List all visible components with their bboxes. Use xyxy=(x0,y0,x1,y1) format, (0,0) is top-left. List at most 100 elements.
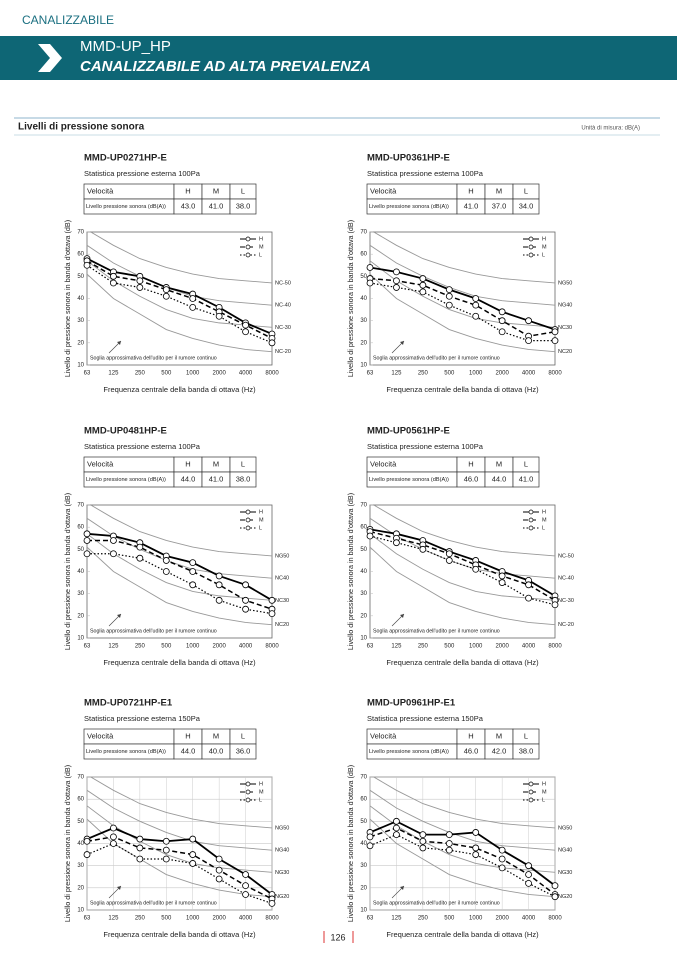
table-cell xyxy=(512,743,540,760)
table-header: L xyxy=(524,186,528,195)
x-axis-label: Frequenza centrale della banda di ottava… xyxy=(386,385,539,394)
nc-label: NC-40 xyxy=(558,576,574,582)
x-axis-label: Frequenza centrale della banda di ottava… xyxy=(386,658,539,667)
x-tick-label: 125 xyxy=(391,644,402,650)
data-point xyxy=(525,581,532,589)
x-tick-label: 2000 xyxy=(212,371,226,377)
x-tick-label: 250 xyxy=(418,644,429,650)
x-tick-label: 4000 xyxy=(522,916,536,922)
model-name: MMD-UP0721HP-E1 xyxy=(84,698,173,709)
x-tick-label: 2000 xyxy=(212,916,226,922)
nc-label: NG50 xyxy=(558,825,572,831)
nc-curve xyxy=(87,546,272,626)
data-point xyxy=(419,837,427,845)
y-tick-label: 60 xyxy=(77,797,84,803)
data-point xyxy=(498,328,506,336)
y-tick-label: 20 xyxy=(77,885,84,891)
x-tick-label: 8000 xyxy=(265,644,279,650)
data-point xyxy=(525,862,532,870)
table-value: 34.0 xyxy=(519,201,534,210)
y-tick-label: 40 xyxy=(77,296,84,302)
table-value: 41.0 xyxy=(209,201,224,210)
series-line xyxy=(86,260,273,340)
series-line xyxy=(369,528,556,597)
y-tick-label: 10 xyxy=(77,363,84,369)
x-tick-label: 250 xyxy=(135,644,146,650)
x-tick-label: 4000 xyxy=(522,644,536,650)
x-axis-label: Frequenza centrale della banda di ottava… xyxy=(386,930,539,939)
x-tick-label: 125 xyxy=(108,371,119,377)
table-header: Velocità xyxy=(87,731,114,740)
table-row-label: Livello pressione sonora (dB(A)) xyxy=(369,477,449,483)
y-tick-label: 10 xyxy=(77,636,84,642)
data-point xyxy=(393,824,400,832)
x-tick-label: 2000 xyxy=(495,371,509,377)
data-point xyxy=(445,840,453,847)
data-point xyxy=(189,559,197,567)
plot-area xyxy=(369,231,556,366)
legend-marker xyxy=(528,797,534,803)
x-tick-label: 2000 xyxy=(212,644,226,650)
nc-label: NG50 xyxy=(275,825,289,831)
legend-marker xyxy=(245,789,251,795)
data-point xyxy=(242,321,249,329)
x-tick-label: 125 xyxy=(391,916,402,922)
nc-label: NG20 xyxy=(558,894,572,900)
nc-curve xyxy=(370,517,555,579)
pressure-note: Statistica pressione esterna 100Pa xyxy=(367,169,484,178)
series-line xyxy=(369,282,555,342)
x-tick-label: 1000 xyxy=(186,644,200,650)
legend-label: M xyxy=(259,789,264,795)
y-tick-label: 70 xyxy=(360,775,367,781)
nc-label: NC20 xyxy=(275,622,289,628)
nc-curve xyxy=(87,789,272,851)
pressure-note: Statistica pressione esterna 150Pa xyxy=(84,714,201,723)
legend-marker xyxy=(528,525,534,531)
panel: MMD-UP0561HP-E Statistica pressione ester… xyxy=(346,426,574,667)
table-header: Velocità xyxy=(370,731,397,740)
table-row-label: Livello pressione sonora (dB(A)) xyxy=(369,749,449,755)
data-point xyxy=(525,594,532,602)
nc-curve xyxy=(370,789,555,851)
data-point xyxy=(445,301,453,309)
table-row-label: Livello pressione sonora (dB(A)) xyxy=(86,749,166,755)
data-point xyxy=(472,295,480,302)
y-tick-label: 70 xyxy=(77,503,84,509)
data-point xyxy=(268,610,276,618)
data-point xyxy=(136,277,144,285)
y-tick-label: 40 xyxy=(77,569,84,575)
table-header: M xyxy=(213,459,219,468)
data-point xyxy=(83,261,91,269)
table-cell xyxy=(229,198,257,215)
data-point xyxy=(215,866,223,874)
y-tick-label: 30 xyxy=(77,318,84,324)
data-point xyxy=(498,855,506,863)
legend-marker xyxy=(245,797,251,803)
x-axis-label: Frequenza centrale della banda di ottava… xyxy=(103,385,256,394)
table-cell xyxy=(229,743,257,760)
data-point xyxy=(445,550,453,558)
legend-marker xyxy=(245,781,251,787)
table-value: 38.0 xyxy=(236,201,251,210)
table-header: H xyxy=(185,186,190,195)
banner xyxy=(0,36,677,80)
data-point xyxy=(215,572,223,580)
legend-label: M xyxy=(542,789,547,795)
curves xyxy=(370,505,555,626)
data-point xyxy=(445,831,453,839)
x-tick-label: 8000 xyxy=(548,644,562,650)
legend-label: M xyxy=(259,244,264,250)
data-point xyxy=(83,837,91,845)
y-tick-label: 70 xyxy=(77,230,84,236)
data-point xyxy=(110,840,117,847)
nc-curve xyxy=(89,232,272,284)
series-line xyxy=(369,266,556,331)
data-point xyxy=(551,882,559,890)
legend-marker xyxy=(528,244,534,250)
x-tick-label: 1000 xyxy=(469,644,483,650)
x-tick-label: 63 xyxy=(367,371,374,377)
plot-area xyxy=(369,504,556,639)
y-tick-label: 50 xyxy=(360,819,367,825)
data-point xyxy=(366,842,374,850)
data-point xyxy=(215,312,223,320)
